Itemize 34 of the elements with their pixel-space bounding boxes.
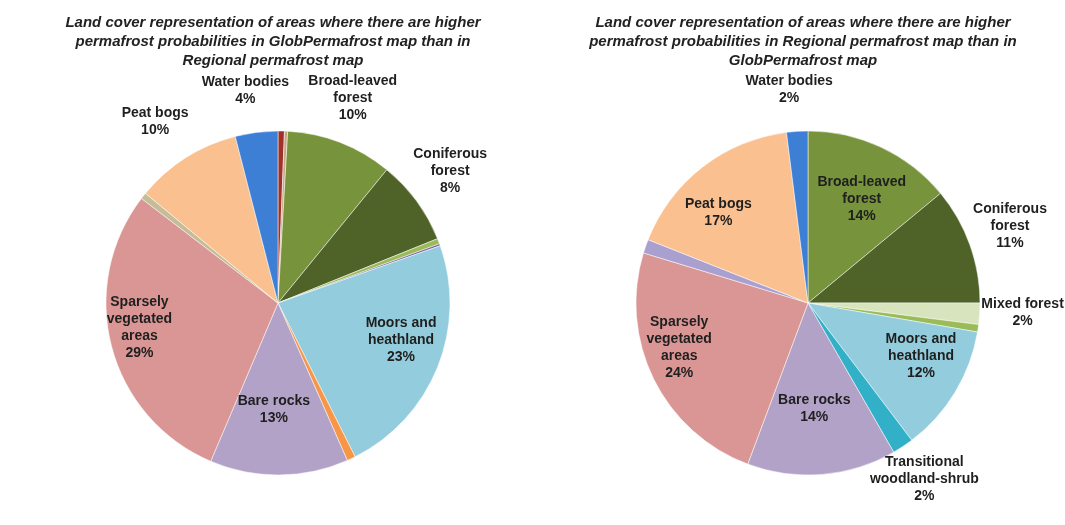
data-label: 2% bbox=[1012, 311, 1034, 328]
data-label: 12% bbox=[906, 364, 936, 381]
slice-label: Mixed forest bbox=[981, 294, 1065, 311]
data-label: 2% bbox=[914, 486, 936, 503]
slice-label: Water bodies bbox=[201, 72, 290, 89]
slice-label: Coniferous forest bbox=[413, 145, 488, 179]
data-label: 10% bbox=[141, 121, 170, 138]
data-label: 17% bbox=[704, 211, 733, 228]
slice-label: Water bodies bbox=[745, 71, 834, 88]
slice-label: Peat bogs bbox=[121, 104, 189, 121]
data-label: 8% bbox=[440, 179, 461, 196]
slice-label: Transitional woodland-shrub bbox=[868, 452, 979, 486]
chart-title: Land cover representation of areas where there are higher permafrost probabilities in GlobPermafrost map than in Regional permafrost map bbox=[64, 12, 483, 69]
slice-label: Bare rocks bbox=[237, 391, 311, 408]
data-label: 14% bbox=[800, 408, 829, 425]
data-label: 2% bbox=[779, 88, 800, 105]
slice-label: Moors and heathland bbox=[885, 330, 957, 364]
slice-label: Sparsely vegetated areas bbox=[106, 292, 173, 343]
slice-label: Coniferous forest bbox=[973, 200, 1048, 234]
data-label: 13% bbox=[259, 408, 289, 425]
data-label: 23% bbox=[387, 348, 416, 365]
data-label: 29% bbox=[125, 343, 155, 360]
data-label: 10% bbox=[338, 106, 368, 123]
slice-label: Moors and heathland bbox=[365, 314, 437, 348]
slice-label: Broad-leaved forest bbox=[817, 173, 907, 207]
slice-label: Sparsely vegetated areas bbox=[646, 313, 712, 364]
data-label: 11% bbox=[996, 234, 1025, 251]
slice-label: Bare rocks bbox=[778, 391, 851, 408]
slice-label: Broad-leaved forest bbox=[308, 72, 398, 106]
slice-label: Peat bogs bbox=[684, 194, 753, 211]
data-label: 14% bbox=[847, 207, 877, 224]
chart-title: Land cover representation of areas where there are higher permafrost probabilities in Regional permafrost map than in GlobPermafrost map bbox=[588, 12, 1018, 69]
data-label: 24% bbox=[665, 364, 694, 381]
data-label: 4% bbox=[235, 89, 257, 106]
